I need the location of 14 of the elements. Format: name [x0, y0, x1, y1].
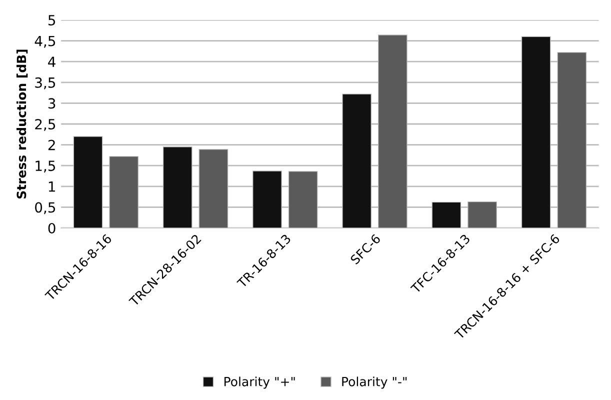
y-tick-label: 4,5 [34, 36, 56, 48]
y-tick-label: 2,5 [35, 118, 56, 131]
y-tick-label: 1,5 [36, 160, 56, 172]
y-tick-label: 1 [48, 182, 55, 192]
y-tick-label: 0 [48, 222, 56, 234]
y-tick-label: 3 [48, 98, 56, 109]
y-tick-label: 0,5 [35, 202, 56, 214]
legend-label: Polarity "-" [342, 376, 407, 389]
y-tick-label: 2 [48, 140, 55, 150]
y-axis-title: Stress reduction [dB] [16, 50, 28, 198]
y-tick-label: 4 [48, 56, 56, 67]
y-tick-label: 3,5 [35, 77, 56, 90]
y-tick-label: 5 [48, 15, 56, 26]
legend-label: Polarity "+" [224, 376, 295, 389]
